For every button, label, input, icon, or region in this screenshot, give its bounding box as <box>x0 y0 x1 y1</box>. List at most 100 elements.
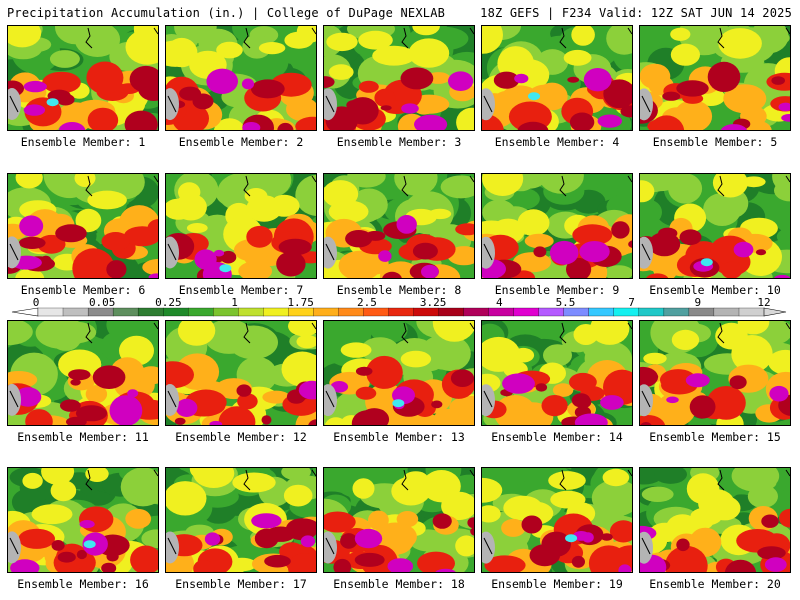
colorbar-swatch <box>263 307 289 317</box>
colorbar-swatch <box>638 307 665 317</box>
ensemble-map-panel <box>323 320 475 426</box>
ensemble-map-panel <box>481 320 633 426</box>
colorbar-swatch <box>363 307 389 317</box>
member-caption: Ensemble Member: 14 <box>491 430 623 444</box>
precip-field <box>324 468 474 572</box>
ensemble-map-panel <box>481 467 633 573</box>
colorbar-swatch <box>488 307 515 317</box>
precip-field <box>324 174 474 278</box>
precip-field <box>166 174 316 278</box>
member-caption: Ensemble Member: 18 <box>333 577 465 591</box>
member-caption: Ensemble Member: 6 <box>20 283 146 297</box>
ensemble-map-panel <box>323 173 475 279</box>
precip-field <box>482 26 632 130</box>
precip-field <box>324 26 474 130</box>
member-caption: Ensemble Member: 9 <box>494 283 620 297</box>
precip-field <box>166 26 316 130</box>
precip-field <box>640 468 790 572</box>
ensemble-map-panel <box>323 25 475 131</box>
member-caption: Ensemble Member: 5 <box>652 135 778 149</box>
colorbar-swatch <box>413 307 439 317</box>
colorbar-tick-label: 0.05 <box>89 296 116 309</box>
ensemble-map-panel <box>481 173 633 279</box>
precip-field <box>640 174 790 278</box>
ensemble-map-panel <box>165 467 317 573</box>
ensemble-map-panel <box>639 320 791 426</box>
precip-field <box>8 26 158 130</box>
precip-field <box>324 321 474 425</box>
colorbar-swatch <box>388 307 414 317</box>
ensemble-map-panel <box>165 320 317 426</box>
colorbar-tick-label: 12 <box>757 296 770 309</box>
ensemble-map-panel <box>165 173 317 279</box>
precip-field <box>640 26 790 130</box>
member-caption: Ensemble Member: 3 <box>336 135 462 149</box>
colorbar-swatch <box>588 307 615 317</box>
colorbar-right-arrow <box>763 307 787 317</box>
colorbar-swatch <box>188 307 214 317</box>
colorbar-tick-label: 5.5 <box>556 296 576 309</box>
colorbar-tick-label: 1 <box>231 296 238 309</box>
colorbar-tick-label: 0 <box>33 296 40 309</box>
precip-field <box>482 468 632 572</box>
colorbar-swatch <box>238 307 264 317</box>
colorbar-left-arrow <box>11 307 39 317</box>
colorbar-swatch <box>37 307 64 317</box>
member-caption: Ensemble Member: 15 <box>649 430 781 444</box>
member-caption: Ensemble Member: 2 <box>178 135 304 149</box>
member-caption: Ensemble Member: 4 <box>494 135 620 149</box>
member-caption: Ensemble Member: 19 <box>491 577 623 591</box>
colorbar-swatch <box>338 307 364 317</box>
colorbar-swatch <box>563 307 590 317</box>
ensemble-map-panel <box>639 173 791 279</box>
colorbar-swatch <box>213 307 239 317</box>
precip-field <box>8 468 158 572</box>
colorbar-tick-label: 0.25 <box>155 296 182 309</box>
colorbar-tick-label: 3.25 <box>420 296 447 309</box>
model-valid-time: 18Z GEFS | F234 Valid: 12Z SAT JUN 14 20… <box>480 6 792 20</box>
member-caption: Ensemble Member: 20 <box>649 577 781 591</box>
ensemble-map-panel <box>7 25 159 131</box>
member-caption: Ensemble Member: 10 <box>649 283 781 297</box>
colorbar-swatch <box>738 307 765 317</box>
ensemble-map-panel <box>7 320 159 426</box>
colorbar-swatch <box>613 307 640 317</box>
precip-field <box>8 321 158 425</box>
precip-field <box>166 321 316 425</box>
member-caption: Ensemble Member: 7 <box>178 283 304 297</box>
colorbar-swatch <box>538 307 565 317</box>
colorbar-tick-label: 4 <box>496 296 503 309</box>
colorbar-swatch <box>663 307 690 317</box>
ensemble-map-panel <box>639 25 791 131</box>
member-caption: Ensemble Member: 13 <box>333 430 465 444</box>
colorbar-swatch <box>163 307 189 317</box>
colorbar-tick-label: 9 <box>694 296 701 309</box>
colorbar-tick-label: 1.75 <box>287 296 314 309</box>
ensemble-map-panel <box>165 25 317 131</box>
member-caption: Ensemble Member: 8 <box>336 283 462 297</box>
ensemble-map-panel <box>481 25 633 131</box>
ensemble-map-panel <box>7 173 159 279</box>
colorbar-swatch <box>137 307 164 317</box>
precip-colorbar: 0 0.05 0.25 1 1.75 2.5 3.25 4 5.5 7 9 12 <box>11 296 787 317</box>
colorbar-swatch <box>438 307 465 317</box>
ensemble-map-panel <box>639 467 791 573</box>
precip-field <box>482 321 632 425</box>
member-caption: Ensemble Member: 17 <box>175 577 307 591</box>
colorbar-swatch <box>513 307 540 317</box>
colorbar-swatch <box>288 307 314 317</box>
colorbar-swatch <box>112 307 139 317</box>
colorbar-tick-label: 2.5 <box>357 296 377 309</box>
colorbar-swatch <box>87 307 114 317</box>
member-caption: Ensemble Member: 12 <box>175 430 307 444</box>
colorbar-swatch <box>688 307 715 317</box>
precip-field <box>640 321 790 425</box>
precip-field <box>8 174 158 278</box>
colorbar-swatch <box>713 307 740 317</box>
precip-field <box>166 468 316 572</box>
precip-field <box>482 174 632 278</box>
colorbar-swatch <box>62 307 89 317</box>
map-title: Precipitation Accumulation (in.) | Colle… <box>7 6 446 20</box>
ensemble-map-panel <box>323 467 475 573</box>
member-caption: Ensemble Member: 16 <box>17 577 149 591</box>
